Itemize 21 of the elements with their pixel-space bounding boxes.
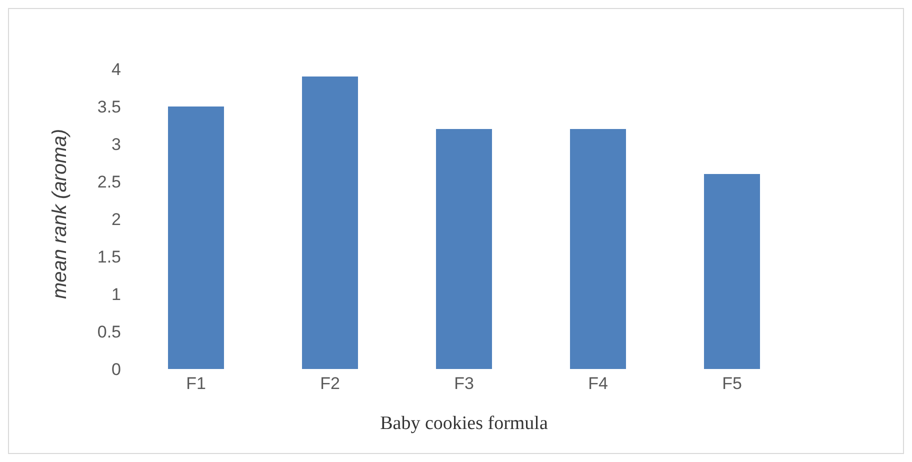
x-axis-title: Baby cookies formula	[380, 413, 548, 434]
x-tick-label: F3	[454, 374, 474, 394]
y-tick-label: 1.5	[97, 248, 121, 267]
x-tick-label: F1	[186, 374, 206, 394]
bar	[168, 106, 224, 369]
y-tick-label: 0.5	[97, 322, 121, 342]
x-tick-label: F4	[588, 374, 608, 394]
y-tick-label: 2.5	[97, 172, 121, 192]
y-tick-label: 1	[112, 285, 121, 304]
y-tick-label: 2	[112, 210, 121, 230]
bar	[570, 129, 626, 369]
bar	[436, 129, 492, 369]
y-axis-title: mean rank (aroma)	[49, 128, 72, 299]
y-tick-label: 3.5	[97, 98, 121, 117]
x-tick-label: F5	[722, 374, 742, 394]
bar	[704, 174, 760, 369]
x-tick-label: F2	[320, 374, 340, 394]
y-tick-label: 4	[112, 60, 121, 80]
bar	[302, 76, 358, 369]
y-tick-label: 0	[112, 360, 121, 380]
y-tick-label: 3	[112, 135, 121, 154]
